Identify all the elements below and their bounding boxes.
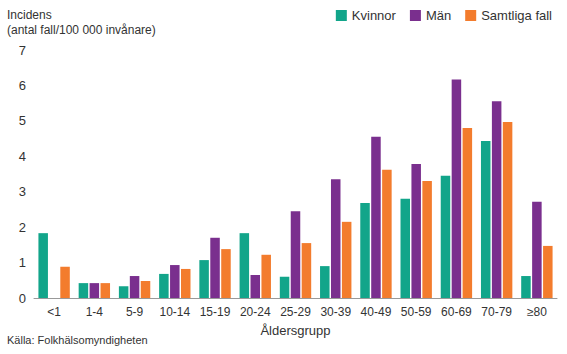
svg-text:5-9: 5-9 [126, 305, 144, 319]
svg-text:Män: Män [426, 8, 451, 23]
svg-text:6: 6 [19, 78, 26, 93]
svg-text:25-29: 25-29 [280, 305, 311, 319]
svg-text:15-19: 15-19 [200, 305, 231, 319]
svg-text:10-14: 10-14 [159, 305, 190, 319]
svg-text:Åldersgrupp: Åldersgrupp [260, 323, 330, 338]
svg-text:1-4: 1-4 [86, 305, 104, 319]
svg-text:5: 5 [19, 113, 26, 128]
svg-text:≥80: ≥80 [527, 305, 547, 319]
svg-text:Samtliga fall: Samtliga fall [481, 8, 552, 23]
svg-text:20-24: 20-24 [240, 305, 271, 319]
svg-text:4: 4 [19, 149, 26, 164]
svg-text:Kvinnor: Kvinnor [352, 8, 397, 23]
svg-text:7: 7 [19, 43, 26, 58]
svg-text:<1: <1 [47, 305, 61, 319]
svg-text:50-59: 50-59 [401, 305, 432, 319]
svg-text:Incidens: Incidens [7, 8, 52, 22]
svg-text:2: 2 [19, 220, 26, 235]
svg-text:40-49: 40-49 [361, 305, 392, 319]
svg-text:70-79: 70-79 [481, 305, 512, 319]
svg-text:1: 1 [19, 255, 26, 270]
svg-text:(antal fall/100 000 invånare): (antal fall/100 000 invånare) [7, 23, 156, 37]
svg-text:60-69: 60-69 [441, 305, 472, 319]
svg-text:30-39: 30-39 [320, 305, 351, 319]
svg-text:3: 3 [19, 184, 26, 199]
svg-text:Källa: Folkhälsomyndigheten: Källa: Folkhälsomyndigheten [7, 334, 148, 346]
svg-text:0: 0 [19, 291, 26, 306]
